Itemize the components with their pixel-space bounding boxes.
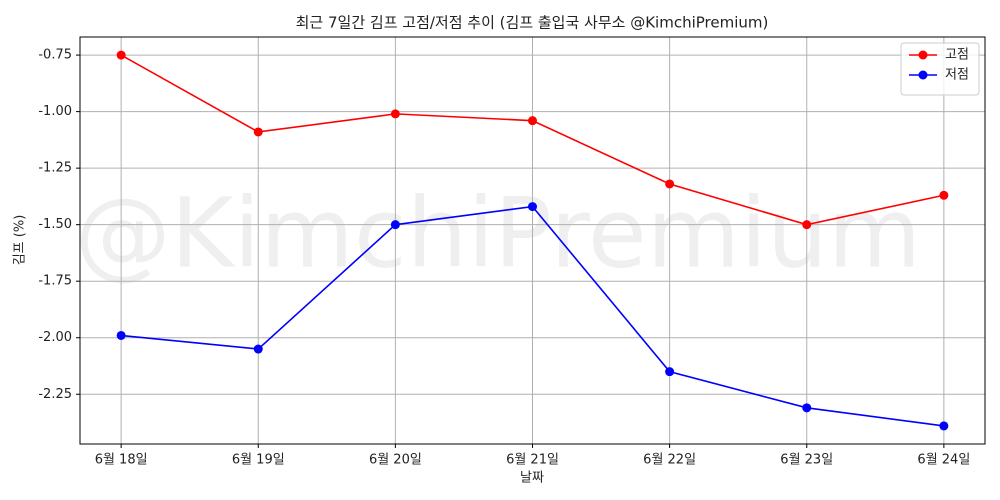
y-tick-label: -1.00	[38, 104, 72, 119]
y-tick-label: -2.00	[38, 330, 72, 345]
data-point	[802, 403, 812, 413]
y-tick-label: -1.50	[38, 217, 72, 232]
data-point	[253, 127, 263, 137]
data-point	[939, 421, 949, 431]
x-tick-label: 6월 23일	[780, 453, 833, 468]
y-tick-label: -0.75	[38, 48, 72, 63]
data-point	[390, 109, 400, 119]
data-point	[665, 179, 675, 189]
x-axis-label: 날짜	[520, 471, 544, 486]
legend-marker	[918, 70, 928, 80]
data-point	[390, 220, 400, 230]
chart-title: 최근 7일간 김프 고점/저점 추이 (김프 출입국 사무소 @KimchiPr…	[296, 14, 769, 32]
data-point	[116, 330, 126, 340]
data-point	[665, 367, 675, 377]
data-point	[939, 190, 949, 200]
y-axis-label: 김프 (%)	[13, 215, 28, 266]
x-tick-label: 6월 20일	[369, 453, 422, 468]
legend-label: 저점	[945, 68, 969, 83]
y-tick-label: -2.25	[38, 387, 72, 402]
y-tick-label: -1.25	[38, 161, 72, 176]
legend-marker	[918, 50, 928, 60]
data-point	[528, 202, 537, 212]
watermark: @KimchiPremium	[75, 177, 922, 289]
x-tick-label: 6월 22일	[643, 453, 696, 468]
data-point	[253, 344, 263, 354]
data-point	[116, 50, 126, 60]
x-tick-label: 6월 24일	[917, 453, 970, 468]
x-tick-label: 6월 21일	[506, 453, 559, 468]
data-point	[802, 220, 812, 230]
plot-frame	[79, 36, 986, 445]
x-tick-label: 6월 18일	[95, 453, 148, 468]
y-tick-label: -1.75	[38, 274, 72, 289]
data-point	[528, 116, 537, 126]
x-tick-label: 6월 19일	[232, 453, 285, 468]
legend-label: 고점	[945, 48, 969, 63]
